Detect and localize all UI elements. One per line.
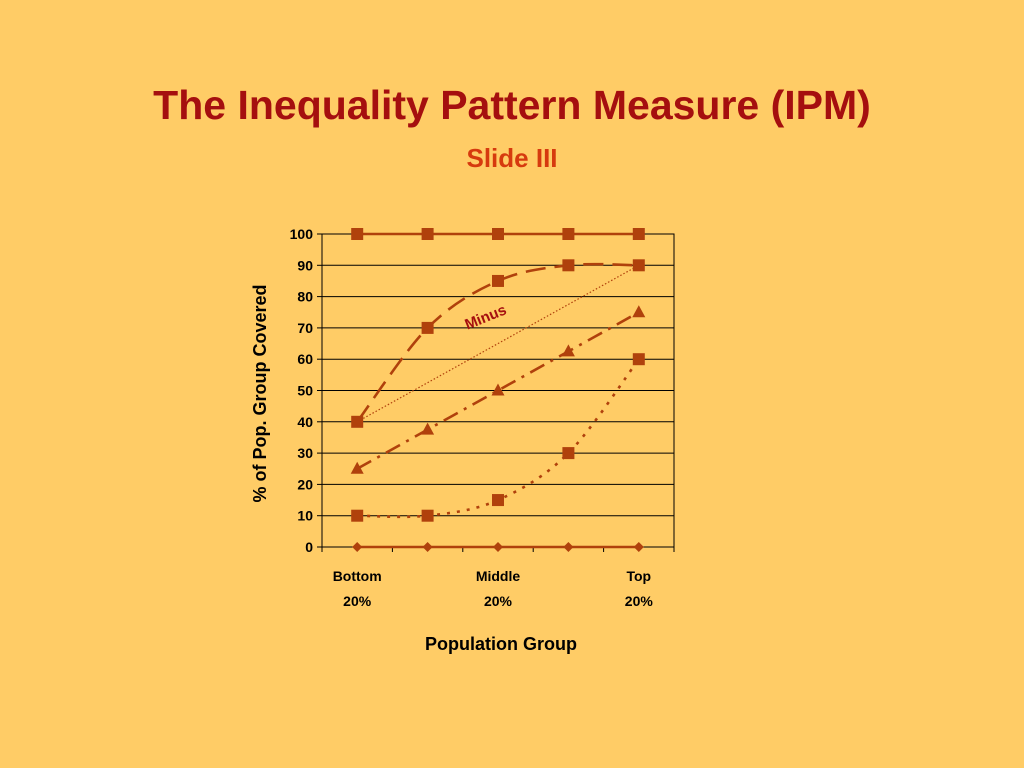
marker-square [562, 447, 575, 460]
slide-title: The Inequality Pattern Measure (IPM) [153, 82, 871, 128]
marker-square [492, 228, 504, 240]
marker-square [421, 321, 434, 334]
x-tick-label: Bottom [333, 568, 382, 584]
slide-subtitle: Slide III [466, 143, 558, 173]
x-axis-title: Population Group [425, 634, 577, 654]
marker-square [562, 228, 575, 240]
labels: Bottom 20% Middle 20% Top 20% Population Group… [250, 284, 653, 654]
y-tick-label: 80 [297, 289, 313, 305]
marker-diamond [422, 542, 433, 552]
marker-triangle [421, 422, 435, 435]
marker-square [351, 415, 364, 428]
y-tick-label: 50 [297, 383, 313, 399]
y-tick-label: 90 [297, 257, 313, 273]
y-tick-label: 40 [297, 414, 313, 430]
marker-square [351, 509, 364, 522]
marker-diamond [633, 542, 644, 552]
marker-diamond [352, 542, 363, 552]
y-tick-label: 100 [290, 226, 314, 242]
marker-square [351, 228, 364, 240]
x-tick-label-sub: 20% [343, 593, 372, 609]
marker-square [632, 228, 645, 240]
marker-square [421, 509, 434, 522]
marker-square [492, 494, 504, 507]
x-tick-label: Middle [476, 568, 521, 584]
y-tick-label: 70 [297, 320, 313, 336]
marker-square [632, 259, 645, 272]
y-tick-label: 30 [297, 445, 313, 461]
series-line-2 [356, 262, 639, 423]
y-tick-label: 20 [297, 476, 313, 492]
marker-diamond [563, 542, 574, 552]
y-tick-label: 60 [297, 351, 313, 367]
marker-square [562, 259, 575, 272]
annotation-minus: Minus [462, 301, 509, 333]
axes: 0 10 20 30 40 50 60 70 80 90 100 [290, 226, 675, 555]
marker-triangle [491, 383, 505, 396]
series-line-4 [357, 358, 640, 519]
x-tick-label-sub: 20% [625, 593, 654, 609]
x-tick-label-sub: 20% [484, 593, 513, 609]
marker-square [421, 228, 434, 240]
y-axis-title: % of Pop. Group Covered [250, 284, 270, 502]
reference-line [356, 264, 640, 423]
marker-triangle [632, 305, 646, 318]
marker-triangle [350, 461, 364, 474]
marker-triangle [561, 344, 575, 357]
marker-square [492, 274, 504, 287]
y-tick-label: 10 [297, 508, 313, 524]
series-layer [350, 228, 646, 552]
y-tick-label: 0 [305, 539, 313, 555]
x-tick-label: Top [626, 568, 651, 584]
marker-square [632, 353, 645, 366]
series-line-3 [356, 311, 640, 470]
marker-diamond [493, 542, 503, 552]
